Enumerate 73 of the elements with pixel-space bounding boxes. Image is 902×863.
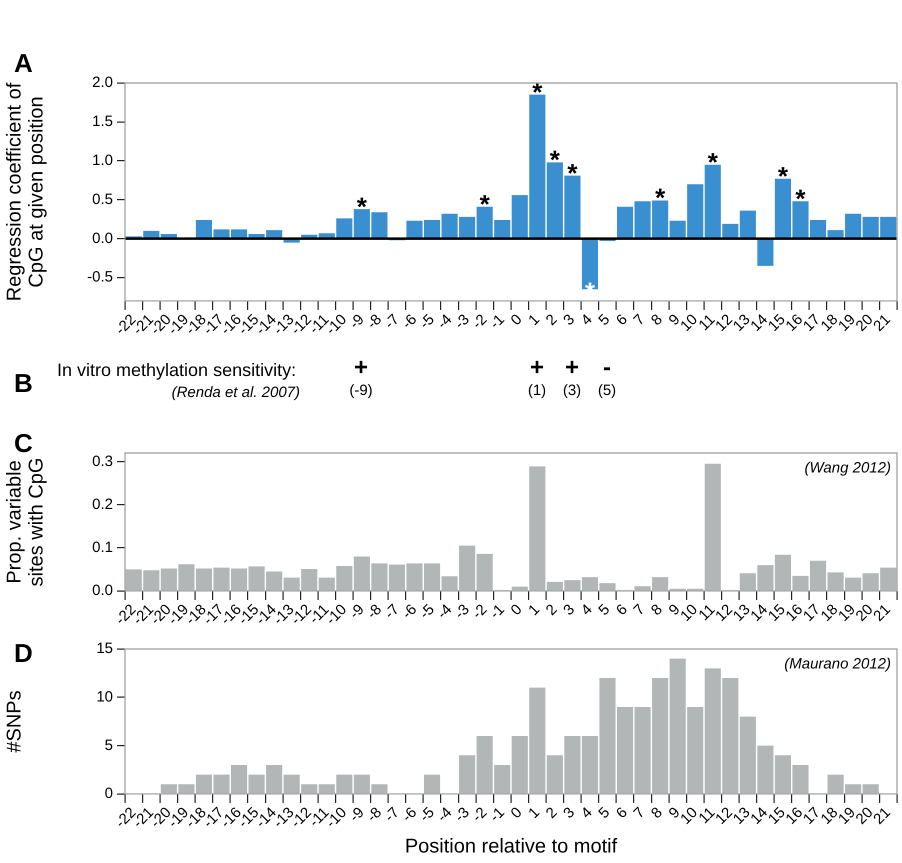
text: (1)	[528, 382, 546, 399]
annotation: *	[567, 158, 578, 188]
x-tick-label: 3	[560, 601, 578, 619]
text: -	[603, 354, 611, 382]
x-tick-label: 0	[508, 804, 526, 822]
y-tick-label: 15	[96, 640, 113, 658]
y-tick-label: 0.3	[92, 452, 113, 470]
y-tick-label: 2.0	[92, 74, 113, 92]
x-tick-label: 4	[578, 804, 596, 822]
text: +	[564, 354, 580, 382]
text: (-9)	[349, 382, 373, 399]
x-tick-label: 1	[525, 601, 544, 619]
y-tick-label: 0.1	[92, 538, 113, 556]
chart-title: A	[14, 48, 33, 79]
x-tick-label: 10	[677, 311, 701, 335]
x-tick-label: 7	[630, 311, 648, 329]
chart-title: D	[14, 638, 33, 669]
y-tick-label: 5	[104, 736, 113, 754]
y-tick-label: 10	[96, 688, 113, 706]
x-tick-label: 6	[612, 601, 631, 619]
y-tick-label: -0.5	[87, 268, 113, 286]
annotation: (Maurano 2012)	[784, 656, 891, 673]
y-tick-label: 1.0	[92, 152, 113, 169]
annotation: *	[778, 160, 789, 191]
annotation: *	[532, 76, 544, 107]
x-tick-label: 4	[578, 311, 596, 329]
x-tick-label: 5	[595, 311, 614, 329]
x-tick-label: 8	[648, 804, 666, 822]
annotation: *	[480, 188, 491, 219]
annotation: *	[795, 183, 806, 214]
text: B	[14, 368, 33, 399]
text: (5)	[598, 382, 616, 399]
y-axis-title: Prop. variable sites with CpG	[4, 458, 48, 586]
x-tick-label: 2	[542, 601, 561, 619]
x-tick-label: 6	[612, 311, 631, 329]
x-tick-label: 3	[560, 804, 578, 822]
y-tick-label: 0.0	[92, 582, 113, 600]
text: In vitro methylation sensitivity:	[57, 360, 296, 381]
annotation: (Wang 2012)	[804, 460, 891, 477]
y-axis-title: Regression coefficient of CpG at given position	[4, 82, 48, 302]
x-tick-label: 1	[525, 804, 544, 822]
x-tick-label: 1	[525, 311, 544, 329]
text: +	[354, 354, 368, 382]
x-tick-label: 7	[630, 804, 648, 822]
x-tick-label: 8	[648, 601, 666, 619]
y-tick-label: 0.2	[92, 496, 113, 513]
chart-title: C	[14, 428, 33, 459]
x-tick-label: 10	[677, 601, 701, 625]
x-tick-label: 10	[677, 804, 701, 828]
annotation: *	[655, 182, 666, 213]
y-tick-label: 0.0	[92, 230, 113, 247]
text: +	[530, 354, 544, 382]
x-tick-label: 2	[542, 311, 561, 329]
x-axis-title: Position relative to motif	[404, 836, 618, 858]
x-tick-label: 7	[630, 601, 648, 619]
x-tick-label: 6	[612, 804, 631, 822]
x-tick-label: 4	[578, 601, 596, 619]
text: (3)	[562, 382, 582, 399]
y-axis-title: #SNPs	[4, 690, 26, 753]
annotation: *	[550, 144, 561, 175]
x-tick-label: 2	[542, 804, 561, 822]
x-tick-label: 5	[595, 804, 614, 822]
y-tick-label: 0	[104, 785, 113, 802]
x-tick-label: 8	[648, 311, 666, 329]
text: (Renda et al. 2007)	[172, 384, 300, 401]
x-tick-label: 3	[560, 311, 578, 329]
x-tick-label: 0	[508, 311, 526, 329]
y-tick-label: 0.5	[92, 190, 113, 208]
annotation: *	[356, 191, 368, 222]
x-tick-label: 0	[508, 601, 526, 619]
y-tick-label: 1.5	[92, 113, 113, 130]
x-tick-label: 5	[595, 601, 614, 619]
annotation: *	[708, 146, 719, 177]
